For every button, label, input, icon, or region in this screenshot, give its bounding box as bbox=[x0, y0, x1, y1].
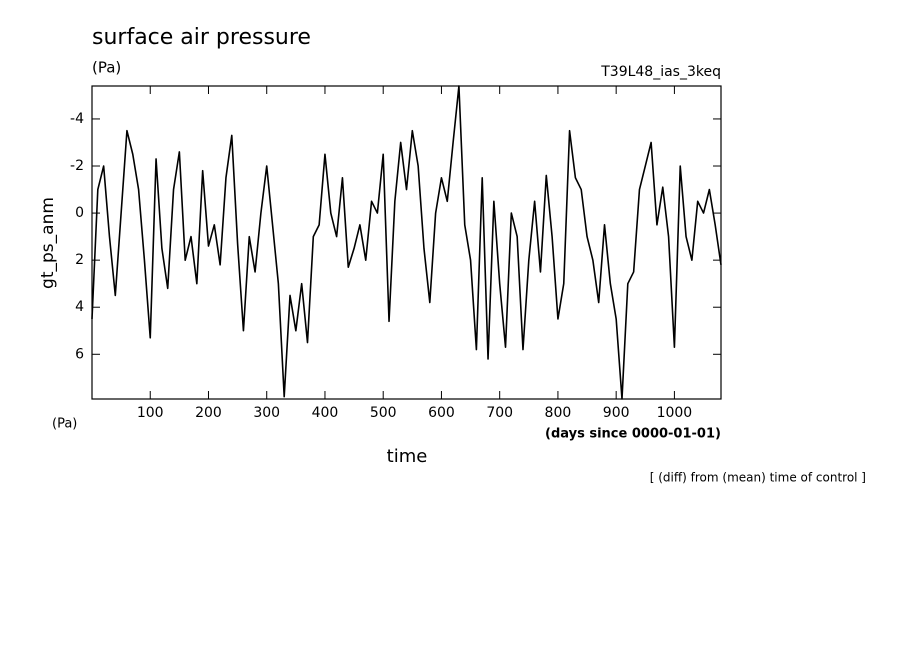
x-tick-label: 400 bbox=[312, 405, 339, 421]
y-tick-label: -2 bbox=[70, 158, 84, 174]
x-tick-label: 200 bbox=[195, 405, 222, 421]
y-tick-label: 6 bbox=[75, 346, 84, 362]
y-tick-label: 0 bbox=[75, 205, 84, 221]
y-units-label: (Pa) bbox=[52, 417, 77, 432]
run-label: T39L48_ias_3keq bbox=[600, 64, 721, 80]
y-tick-label: 2 bbox=[75, 252, 84, 268]
y-axis-label: gt_ps_anm bbox=[38, 197, 58, 289]
note: [ (diff) from (mean) time of control ] bbox=[650, 471, 866, 485]
x-tick-label: 1000 bbox=[657, 405, 693, 421]
x-tick-label: 100 bbox=[137, 405, 164, 421]
units-label: (Pa) bbox=[92, 59, 121, 77]
data-line bbox=[91, 85, 722, 400]
y-tick-label: 4 bbox=[75, 299, 84, 315]
x-axis-label: time bbox=[387, 446, 428, 467]
plot-frame bbox=[91, 85, 722, 400]
x-tick-label: 800 bbox=[545, 405, 572, 421]
x-tick-label: 300 bbox=[253, 405, 280, 421]
x-units-label: (days since 0000-01-01) bbox=[545, 427, 721, 442]
y-tick-label: -4 bbox=[70, 111, 84, 127]
x-tick-label: 600 bbox=[428, 405, 455, 421]
x-tick-label: 500 bbox=[370, 405, 397, 421]
x-tick-label: 900 bbox=[603, 405, 630, 421]
chart-title: surface air pressure bbox=[92, 25, 311, 50]
x-tick-label: 700 bbox=[486, 405, 513, 421]
